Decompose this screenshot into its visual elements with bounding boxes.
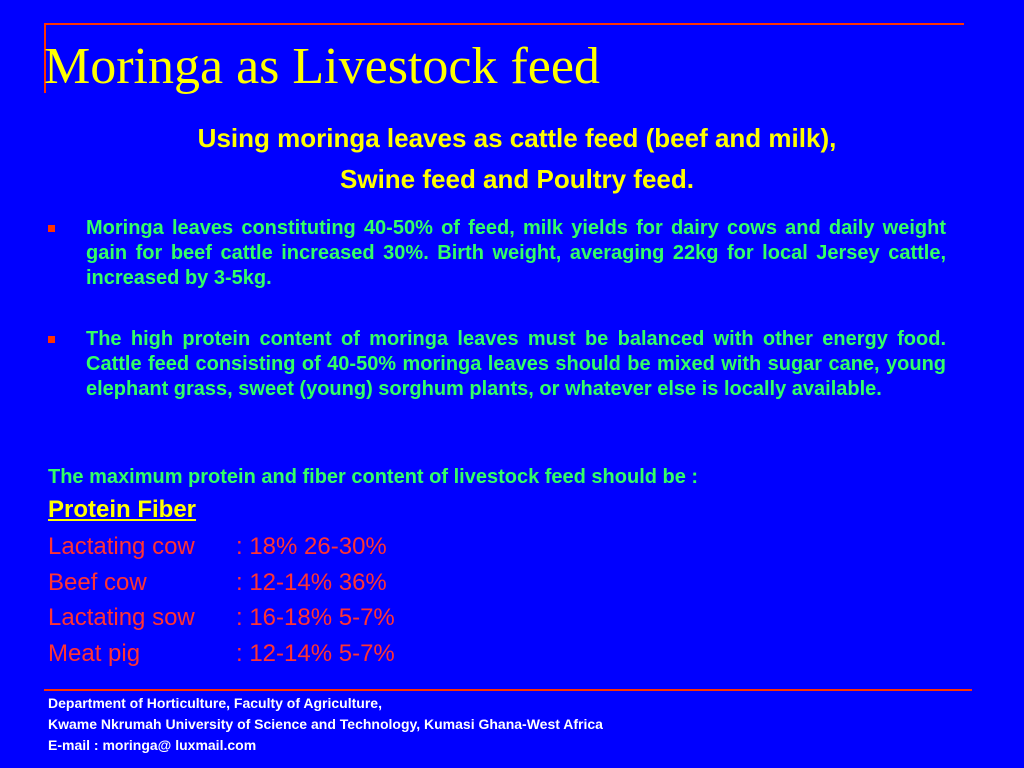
nutrient-row: Lactating sow : 16-18% 5-7% [48,600,648,636]
livestock-name: Beef cow [48,568,147,596]
livestock-name: Lactating sow [48,604,195,631]
nutrient-table: Lactating cow : 18% 26-30% Beef cow : 12-1… [48,529,648,671]
left-divider [44,23,46,93]
nutrient-values: : 12-14% 36% [236,568,387,596]
nutrient-values: : 18% 26-30% [236,533,387,560]
footer-university: Kwame Nkrumah University of Science and … [48,716,603,732]
subtitle-line-2: Swine feed and Poultry feed. [340,164,694,194]
protein-fiber-header: Protein Fiber [48,496,197,523]
nutrient-row: Beef cow : 12-14% 36% [48,565,648,601]
livestock-name: Lactating cow [48,533,195,560]
footer-email: E-mail : moringa@ luxmail.com [48,737,257,753]
livestock-name: Meat pig [48,639,141,667]
bottom-divider [44,689,972,691]
footer-department: Department of Horticulture, Faculty of A… [48,695,382,711]
nutrient-values: : 16-18% 5-7% [236,604,395,631]
nutrient-values: : 12-14% 5-7% [236,639,395,667]
slide-subtitle: Using moringa leaves as cattle feed (bee… [44,118,990,200]
bullet-text: The high protein content of moringa leav… [86,328,946,400]
bullet-item-balance: The high protein content of moringa leav… [48,327,946,402]
slide-footer: Department of Horticulture, Faculty of A… [48,693,603,756]
square-bullet-icon [48,336,55,343]
nutrient-row: Lactating cow : 18% 26-30% [48,529,648,565]
subtitle-line-1: Using moringa leaves as cattle feed (bee… [197,123,837,153]
bullet-item-yield: Moringa leaves constituting 40-50% of fe… [48,216,946,291]
maximum-content-note: The maximum protein and fiber content of… [48,466,699,488]
nutrient-row: Meat pig : 12-14% 5-7% [48,636,648,672]
slide-title: Moringa as Livestock feed [44,38,600,95]
square-bullet-icon [48,225,55,232]
top-divider [44,23,964,25]
bullet-text: Moringa leaves constituting 40-50% of fe… [86,217,946,289]
